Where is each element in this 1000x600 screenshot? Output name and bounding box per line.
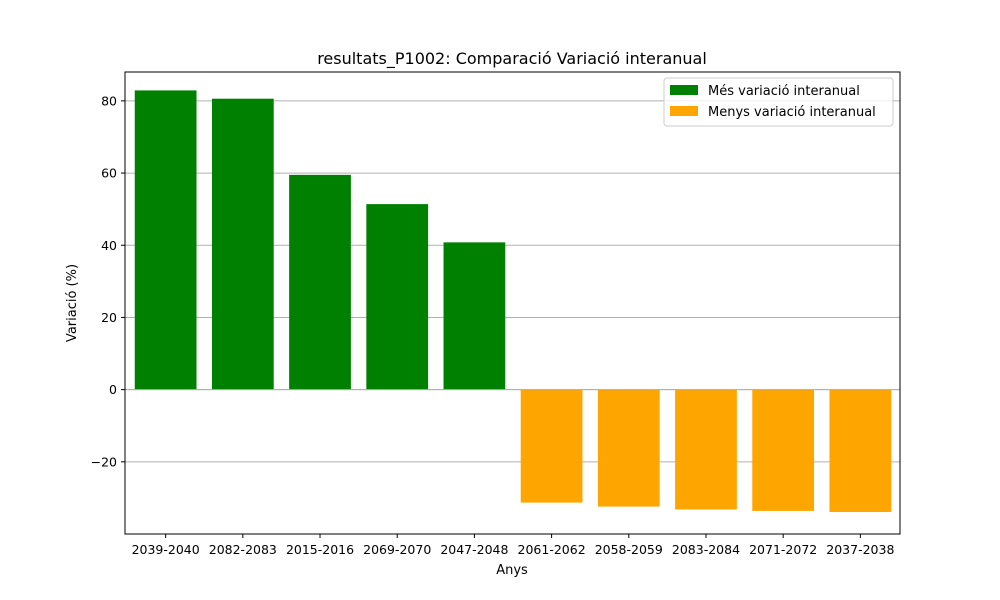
x-tick-label: 2083-2084	[672, 542, 740, 557]
x-tick-label: 2058-2059	[595, 542, 663, 557]
plot-area	[124, 71, 901, 535]
x-tick-label: 2082-2083	[209, 542, 277, 557]
x-tick-label: 2047-2048	[440, 542, 508, 557]
bar	[134, 90, 197, 390]
bar	[366, 204, 429, 390]
x-tick-label: 2015-2016	[286, 542, 354, 557]
bar	[597, 389, 660, 507]
legend: Més variació interanual Menys variació in…	[663, 77, 894, 127]
y-tick-label: 40	[101, 238, 117, 253]
x-tick-label: 2039-2040	[132, 542, 200, 557]
x-tick-label: 2061-2062	[518, 542, 586, 557]
bar	[289, 174, 351, 390]
bar	[675, 389, 737, 510]
bar	[443, 242, 506, 390]
y-tick-label: 0	[109, 382, 117, 397]
bar	[520, 389, 583, 503]
y-tick-label: 20	[101, 310, 117, 325]
y-tick-label: −20	[91, 454, 117, 469]
x-axis-label: Anys	[496, 563, 528, 578]
bar	[829, 389, 892, 512]
legend-swatch	[670, 85, 698, 95]
y-axis: −20 0 20 40 60 80	[91, 93, 125, 469]
bars	[134, 90, 892, 512]
y-tick-label: 80	[101, 93, 117, 108]
legend-label: Menys variació interanual	[708, 105, 876, 120]
legend-swatch	[670, 106, 698, 116]
bar	[752, 389, 815, 511]
y-tick-label: 60	[101, 166, 117, 181]
x-tick-label: 2071-2072	[749, 542, 817, 557]
bar	[211, 98, 274, 390]
chart-title: resultats_P1002: Comparació Variació int…	[317, 49, 707, 69]
legend-label: Més variació interanual	[708, 84, 860, 99]
y-axis-label: Variació (%)	[65, 264, 80, 342]
legend-box	[663, 77, 894, 127]
x-tick-label: 2069-2070	[363, 542, 431, 557]
x-axis: 2039-2040 2082-2083 2015-2016 2069-2070 2047…	[132, 534, 894, 557]
x-tick-label: 2037-2038	[826, 542, 894, 557]
